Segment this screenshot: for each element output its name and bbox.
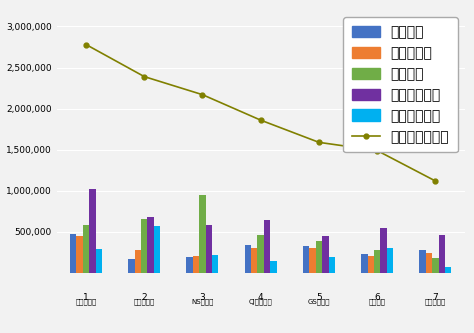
Text: GS홈쇼핑: GS홈쇼핑 xyxy=(308,298,330,305)
Text: 현대홈쇼핑: 현대홈쇼핑 xyxy=(75,298,97,305)
브랜드평판지수 xyxy=(258,118,264,122)
Line: 브랜드평판지수: 브랜드평판지수 xyxy=(83,42,438,183)
Bar xyxy=(432,258,438,273)
Bar xyxy=(419,250,426,273)
브랜드평판지수 xyxy=(374,149,380,153)
Bar xyxy=(96,249,102,273)
Bar xyxy=(380,228,387,273)
브랜드평판지수 xyxy=(316,140,322,144)
Bar xyxy=(89,189,96,273)
Text: 롯데홈쇼핑: 롯데홈쇼핑 xyxy=(425,298,446,305)
Text: NS홈쇼핑: NS홈쇼핑 xyxy=(191,298,214,305)
Bar xyxy=(212,255,219,273)
Text: 홈앤쇼핑: 홈앤쇼핑 xyxy=(369,298,386,305)
Bar xyxy=(186,257,193,273)
Bar xyxy=(199,195,206,273)
Bar xyxy=(70,234,76,273)
Bar xyxy=(257,235,264,273)
Bar xyxy=(387,247,393,273)
Bar xyxy=(438,235,445,273)
Bar xyxy=(83,224,89,273)
Bar xyxy=(76,236,83,273)
Bar xyxy=(251,247,257,273)
Bar xyxy=(245,245,251,273)
브랜드평판지수 xyxy=(141,75,147,79)
Bar xyxy=(328,257,335,273)
Bar xyxy=(147,217,154,273)
Text: 공영홈쇼핑: 공영홈쇼핑 xyxy=(134,298,155,305)
브랜드평판지수 xyxy=(83,43,89,47)
Bar xyxy=(426,252,432,273)
Bar xyxy=(367,256,374,273)
Bar xyxy=(322,236,328,273)
Bar xyxy=(445,267,451,273)
Bar xyxy=(361,254,367,273)
Bar xyxy=(141,219,147,273)
Bar xyxy=(270,261,277,273)
Bar xyxy=(264,220,270,273)
Bar xyxy=(193,256,199,273)
브랜드평판지수 xyxy=(200,93,205,97)
브랜드평판지수 xyxy=(433,179,438,183)
Bar xyxy=(310,248,316,273)
Text: CJ온스타일: CJ온스타일 xyxy=(249,298,273,305)
Bar xyxy=(316,241,322,273)
Bar xyxy=(135,250,141,273)
Bar xyxy=(154,226,160,273)
Bar xyxy=(206,225,212,273)
Bar xyxy=(303,246,310,273)
Bar xyxy=(374,250,380,273)
Legend: 참여지수, 미디어지수, 소통지수, 커뮤니티지수, 사회공헌지수, 브랜드평판지수: 참여지수, 미디어지수, 소통지수, 커뮤니티지수, 사회공헌지수, 브랜드평판… xyxy=(343,17,457,152)
Bar xyxy=(128,259,135,273)
